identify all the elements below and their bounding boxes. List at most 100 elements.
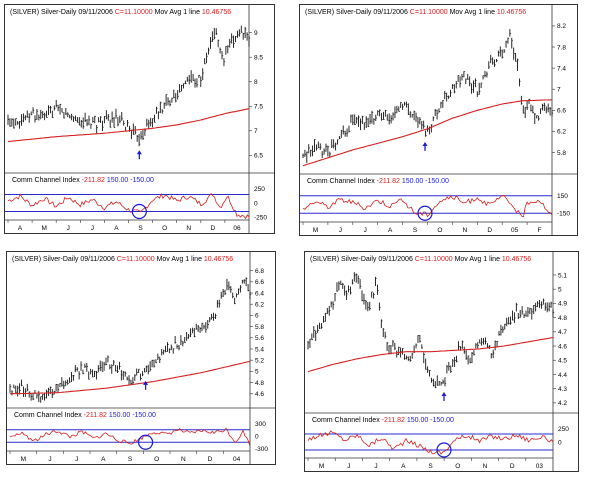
chart-header: (SILVER) Silver-Daily 09/11/2006 C=11.10… [12, 256, 233, 263]
month-label: 05 [511, 227, 519, 234]
header-symbol: (SILVER) Silver-Daily [12, 256, 80, 263]
moving-average-line [9, 360, 251, 395]
header-symbol: (SILVER) Silver-Daily [310, 256, 378, 263]
panel-frame [299, 4, 578, 236]
month-label: O [455, 463, 460, 470]
month-label: J [347, 463, 350, 470]
indicator-header: Comm Channel Index -211.82 150.00 -150.0… [307, 178, 449, 185]
month-label: J [67, 225, 70, 232]
month-label: J [374, 463, 377, 470]
month-label: M [21, 456, 26, 463]
indicator-title: Comm Channel Index [12, 177, 82, 184]
indicator-upper: 150.00 [407, 417, 430, 424]
chart-svg-bottom-left: (SILVER) Silver-Daily 09/11/2006 C=11.10… [6, 251, 276, 465]
cci-scale-label: 0 [558, 439, 562, 446]
month-label: A [388, 227, 393, 234]
month-label: N [462, 227, 467, 234]
header-close: C=11.10000 [415, 256, 455, 263]
price-tick-label: 4.8 [558, 315, 567, 322]
cci-scale-label: 0 [254, 200, 258, 207]
indicator-title: Comm Channel Index [14, 412, 84, 419]
month-label: J [48, 456, 51, 463]
indicator-upper: 150.00 [402, 178, 425, 185]
month-label: M [41, 225, 46, 232]
header-close: C=11.10000 [117, 256, 157, 263]
cci-highlight-circle [417, 205, 433, 221]
price-tick-label: 5.4 [255, 346, 264, 353]
price-tick-label: 5.6 [255, 335, 264, 342]
chart-svg-bottom-right: (SILVER) Silver-Daily 09/11/2006 C=11.10… [304, 251, 579, 472]
header-date: 09/11/2006 [378, 256, 414, 263]
price-tick-label: 8.2 [557, 23, 566, 30]
month-label: A [114, 225, 119, 232]
chart-svg-top-left: (SILVER) Silver-Daily 09/11/2006 C=11.10… [4, 4, 275, 234]
month-label: F [538, 227, 542, 234]
cci-scale-label: 250 [254, 186, 265, 193]
month-label: D [510, 463, 515, 470]
price-tick-label: 7 [557, 87, 561, 94]
month-label: N [181, 456, 186, 463]
price-tick-label: 5 [255, 369, 259, 376]
price-tick-label: 5.2 [255, 358, 264, 365]
indicator-lower: -150.00 [130, 177, 154, 184]
price-tick-label: 7.5 [254, 104, 263, 111]
header-ma-value: 10.46756 [202, 9, 231, 16]
price-tick-label: 4.4 [558, 372, 567, 379]
cci-line [7, 192, 250, 220]
price-tick-label: 4.7 [558, 329, 567, 336]
cci-line [9, 427, 251, 447]
indicator-header: Comm Channel Index -211.82 150.00 -150.0… [14, 412, 156, 419]
cci-scale-label: -150 [557, 211, 570, 218]
header-ma-label: Mov Avg 1 line [450, 9, 497, 16]
cci-scale-label: -250 [254, 214, 267, 221]
price-tick-label: 6.8 [255, 268, 264, 275]
moving-average-line [7, 108, 250, 143]
cci-scale-label: 0 [255, 433, 259, 440]
month-label: A [401, 463, 406, 470]
indicator-value: -211.82 [382, 417, 407, 424]
cci-scale-label: -300 [255, 446, 268, 453]
indicator-header: Comm Channel Index -211.82 150.00 -150.0… [12, 177, 154, 184]
indicator-lower: -150.00 [425, 178, 449, 185]
month-label: M [319, 463, 324, 470]
chart-svg-top-right: (SILVER) Silver-Daily 09/11/2006 C=11.10… [299, 4, 578, 236]
header-date: 09/11/2006 [80, 256, 116, 263]
indicator-upper: 150.00 [107, 177, 130, 184]
price-tick-label: 6.6 [255, 279, 264, 286]
signal-arrow-icon [143, 380, 149, 385]
month-label: 04 [233, 456, 241, 463]
month-label: A [101, 456, 106, 463]
cci-highlight-circle [138, 434, 154, 450]
price-tick-label: 4.9 [558, 301, 567, 308]
indicator-title: Comm Channel Index [307, 178, 377, 185]
month-label: J [91, 225, 94, 232]
header-ma-label: Mov Avg 1 line [157, 256, 204, 263]
month-label: J [75, 456, 78, 463]
signal-arrow-icon [441, 392, 447, 397]
chart-header: (SILVER) Silver-Daily 09/11/2006 C=11.10… [310, 256, 531, 263]
price-tick-label: 6.5 [254, 153, 263, 160]
signal-arrow-icon [422, 141, 428, 146]
price-tick-label: 4.8 [255, 380, 264, 387]
price-tick-label: 8.5 [254, 55, 263, 62]
header-ma-label: Mov Avg 1 line [455, 256, 502, 263]
price-tick-label: 8 [254, 79, 258, 86]
month-label: O [437, 227, 442, 234]
indicator-value: -211.82 [82, 177, 107, 184]
price-tick-label: 4.5 [558, 358, 567, 365]
price-tick-label: 4.6 [255, 391, 264, 398]
header-close: C=11.10000 [115, 9, 155, 16]
indicator-value: -211.82 [84, 412, 109, 419]
moving-average-line [307, 336, 554, 373]
price-tick-label: 4.2 [558, 400, 567, 407]
month-label: A [18, 225, 23, 232]
header-ma-label: Mov Avg 1 line [155, 9, 202, 16]
month-label: D [487, 227, 492, 234]
chart-header: (SILVER) Silver-Daily 09/11/2006 C=11.10… [10, 9, 231, 16]
indicator-lower: -150.00 [132, 412, 156, 419]
month-label: S [413, 227, 418, 234]
price-tick-label: 6.2 [557, 129, 566, 136]
chart-header: (SILVER) Silver-Daily 09/11/2006 C=11.10… [305, 9, 526, 16]
month-label: 06 [233, 225, 241, 232]
month-label: D [210, 225, 215, 232]
